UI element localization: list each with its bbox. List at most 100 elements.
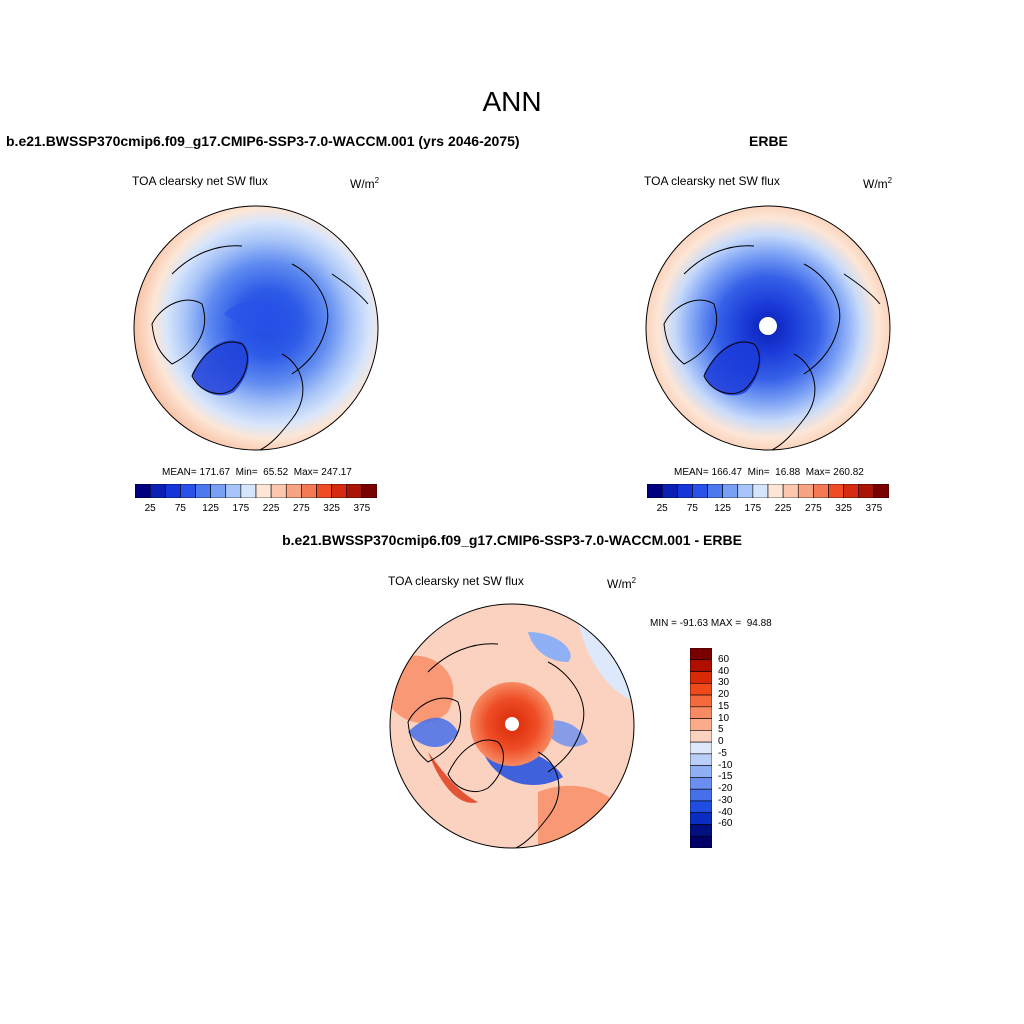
- colorbar-swatch: [813, 484, 829, 498]
- colorbar-tick-label: 0: [718, 736, 724, 748]
- colorbar-tick-label: 275: [293, 503, 310, 514]
- colorbar-tick-label: -30: [718, 794, 733, 806]
- colorbar-swatch: [690, 777, 712, 790]
- diff-colorbar-ticks: 60 40 30 20 15 10 5 0 -5 -10 -15 -20 -30 -40 -60: [710, 648, 750, 848]
- colorbar-swatch: [164, 484, 181, 498]
- colorbar-tick-label: 175: [744, 503, 762, 514]
- colorbar-swatch: [690, 800, 712, 814]
- colorbar-swatch: [180, 484, 196, 498]
- model-stats: MEAN= 171.67 Min= 65.52 Max= 247.17: [162, 467, 352, 478]
- colorbar-swatch: [690, 659, 712, 672]
- colorbar-tick-label: -20: [718, 783, 733, 795]
- colorbar-swatch: [255, 484, 272, 498]
- colorbar-swatch: [692, 484, 708, 498]
- colorbar-tick-label: 5: [718, 724, 724, 736]
- colorbar-tick-label: -60: [718, 818, 733, 830]
- model-colorbar: [135, 484, 377, 498]
- colorbar-tick-label: 75: [174, 503, 186, 514]
- colorbar-swatch: [722, 484, 739, 498]
- colorbar-swatch: [647, 484, 663, 498]
- colorbar-swatch: [690, 812, 712, 825]
- colorbar-tick-label: 30: [718, 677, 730, 689]
- colorbar-tick-label: 325: [835, 503, 852, 514]
- colorbar-tick-label: -40: [718, 806, 733, 818]
- colorbar-swatch: [690, 648, 712, 661]
- colorbar-swatch: [331, 484, 348, 498]
- colorbar-swatch: [752, 484, 769, 498]
- colorbar-tick-label: -10: [718, 759, 733, 771]
- colorbar-swatch: [690, 682, 712, 696]
- colorbar-swatch: [858, 484, 875, 498]
- colorbar-swatch: [690, 788, 712, 802]
- colorbar-swatch: [195, 484, 211, 498]
- colorbar-swatch: [797, 484, 814, 498]
- obs-units-label: W/m2: [863, 176, 893, 191]
- obs-colorbar-ticks: 25 75 125 175 225 275 325 375: [647, 503, 889, 517]
- colorbar-swatch: [767, 484, 784, 498]
- colorbar-tick-label: 275: [805, 503, 822, 514]
- colorbar-tick-label: 125: [202, 503, 219, 514]
- colorbar-tick-label: 325: [323, 503, 340, 514]
- diff-units-label: W/m2: [607, 576, 637, 591]
- colorbar-swatch: [240, 484, 257, 498]
- model-polar-map: [133, 205, 379, 451]
- colorbar-tick-label: 225: [262, 503, 280, 514]
- colorbar-tick-label: -15: [718, 771, 733, 783]
- colorbar-swatch: [873, 484, 889, 498]
- colorbar-swatch: [270, 484, 287, 498]
- colorbar-swatch: [135, 484, 151, 498]
- colorbar-swatch: [285, 484, 302, 498]
- colorbar-tick-label: 125: [714, 503, 731, 514]
- colorbar-swatch: [690, 835, 712, 848]
- colorbar-swatch: [316, 484, 332, 498]
- model-colorbar-ticks: 25 75 125 175 225 275 325 375: [135, 503, 377, 517]
- obs-polar-map: [645, 205, 891, 451]
- colorbar-tick-label: 15: [718, 700, 730, 712]
- colorbar-swatch: [346, 484, 363, 498]
- model-panel-title: b.e21.BWSSP370cmip6.f09_g17.CMIP6-SSP3-7…: [6, 133, 520, 149]
- colorbar-swatch: [737, 484, 754, 498]
- colorbar-tick-label: 375: [353, 503, 371, 514]
- colorbar-tick-label: 225: [774, 503, 792, 514]
- obs-panel-title: ERBE: [749, 133, 788, 149]
- colorbar-tick-label: -5: [718, 747, 727, 759]
- model-variable-label: TOA clearsky net SW flux: [132, 174, 268, 188]
- colorbar-swatch: [782, 484, 799, 498]
- diff-panel-title: b.e21.BWSSP370cmip6.f09_g17.CMIP6-SSP3-7…: [282, 532, 742, 548]
- colorbar-swatch: [225, 484, 242, 498]
- colorbar-swatch: [661, 484, 678, 498]
- colorbar-swatch: [690, 741, 712, 755]
- colorbar-tick-label: 25: [144, 503, 156, 514]
- colorbar-tick-label: 375: [865, 503, 883, 514]
- colorbar-tick-label: 10: [718, 712, 730, 724]
- colorbar-swatch: [690, 671, 712, 684]
- obs-variable-label: TOA clearsky net SW flux: [644, 174, 780, 188]
- colorbar-tick-label: 25: [656, 503, 668, 514]
- colorbar-swatch: [301, 484, 317, 498]
- colorbar-swatch: [707, 484, 723, 498]
- colorbar-swatch: [690, 694, 712, 708]
- obs-stats: MEAN= 166.47 Min= 16.88 Max= 260.82: [674, 467, 864, 478]
- colorbar-swatch: [149, 484, 166, 498]
- colorbar-swatch: [828, 484, 844, 498]
- model-units-label: W/m2: [350, 176, 380, 191]
- colorbar-swatch: [690, 824, 712, 837]
- colorbar-tick-label: 20: [718, 689, 730, 701]
- colorbar-tick-label: 40: [718, 665, 730, 677]
- colorbar-swatch: [676, 484, 693, 498]
- main-title: ANN: [482, 86, 542, 117]
- diff-colorbar: [690, 648, 712, 848]
- obs-colorbar: [647, 484, 889, 498]
- colorbar-tick-label: 60: [718, 653, 730, 665]
- colorbar-tick-label: 175: [232, 503, 250, 514]
- diff-stats: MIN = -91.63 MAX = 94.88: [650, 618, 772, 629]
- colorbar-swatch: [690, 706, 712, 719]
- colorbar-swatch: [690, 753, 712, 766]
- diff-polar-map: [389, 603, 635, 849]
- diff-variable-label: TOA clearsky net SW flux: [388, 574, 524, 588]
- colorbar-tick-label: 75: [686, 503, 698, 514]
- colorbar-swatch: [690, 718, 712, 731]
- colorbar-swatch: [843, 484, 860, 498]
- colorbar-swatch: [690, 730, 712, 743]
- colorbar-swatch: [361, 484, 377, 498]
